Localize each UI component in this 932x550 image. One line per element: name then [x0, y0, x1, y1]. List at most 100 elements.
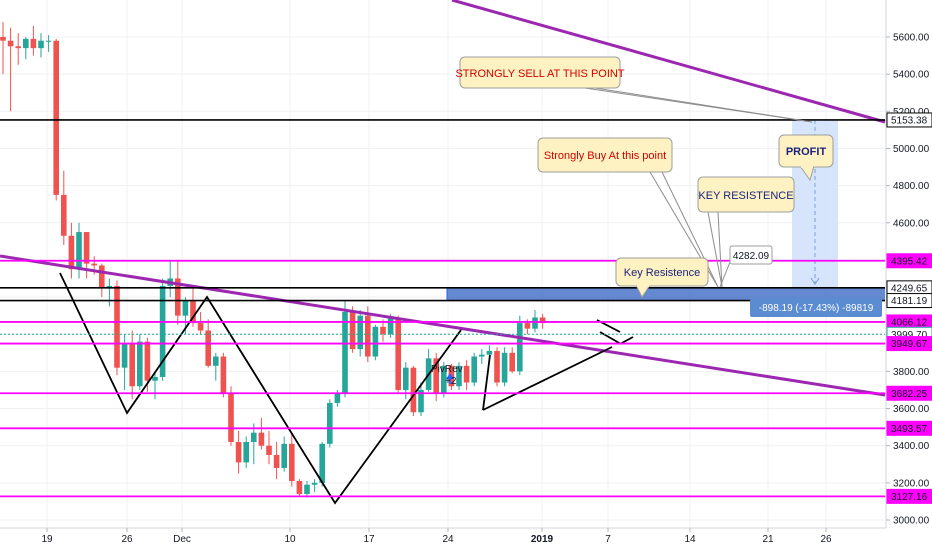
x-tick-label: 17 [363, 534, 375, 545]
price-level-tag-text: 3949.67 [891, 339, 928, 350]
price-level-tag-text: 3493.57 [891, 424, 928, 435]
candle [99, 263, 105, 298]
price-level-tag [886, 420, 932, 436]
price-level-tag-text: 4181.19 [891, 296, 928, 307]
key-resistance-lower-callout: Key Resistence [615, 257, 709, 298]
candle [296, 479, 303, 496]
y-tick-label: 5400.00 [893, 70, 930, 81]
flag-lower-line [599, 331, 622, 345]
x-tick-label: 26 [820, 534, 832, 545]
y-tick-label: 3800.00 [893, 367, 930, 378]
x-tick-label: 26 [121, 534, 133, 545]
candle [395, 315, 401, 394]
candle [372, 324, 379, 361]
candle [517, 315, 523, 376]
sell-callout-text: STRONGLY SELL AT THIS POINT [455, 68, 624, 80]
candle [235, 430, 242, 474]
candles [0, 22, 546, 498]
candle [509, 347, 515, 374]
candle [380, 319, 386, 342]
price-level-tag [886, 253, 932, 269]
candle [137, 334, 143, 390]
price-level-tag-text: 4066.12 [891, 317, 928, 328]
candle [311, 479, 318, 493]
x-tick-label: 14 [684, 534, 696, 545]
candle [319, 441, 325, 487]
key-resistance-upper-callout: KEY RESISTENCE [697, 176, 795, 288]
x-tick-label: 21 [762, 534, 774, 545]
x-tick-label: 7 [605, 534, 611, 545]
candle [129, 330, 135, 400]
y-tick-label: 4800.00 [893, 181, 930, 192]
measure-label: -898.19 (-17.43%) -89819 [750, 298, 882, 317]
candle [281, 436, 287, 472]
y-tick-label: 4600.00 [893, 218, 930, 229]
x-tick-label: 2019 [531, 534, 554, 545]
candle [456, 362, 462, 390]
price-level-tag-text: 3682.25 [891, 389, 928, 400]
candle [357, 310, 363, 357]
price-level-tag [886, 488, 932, 504]
price-level-tag-text: 3127.16 [891, 492, 928, 503]
y-tick-label: 3600.00 [893, 404, 930, 415]
candle [114, 280, 120, 376]
candle [463, 360, 470, 390]
price-level-tag-text: 4249.65 [891, 283, 928, 294]
measure-label-text: -898.19 (-17.43%) -89819 [759, 303, 874, 314]
candle [152, 371, 158, 400]
callouts: STRONGLY SELL AT THIS POINT Strongly Buy… [431, 56, 882, 387]
x-tick-label: 24 [442, 534, 454, 545]
candle [266, 430, 272, 465]
buy-callout-text: Strongly Buy At this point [544, 150, 666, 162]
y-tick-label: 3000.00 [893, 516, 930, 527]
lower-trendline [0, 254, 886, 397]
candle [471, 352, 477, 387]
candle [289, 432, 295, 487]
candle [159, 278, 166, 381]
wedge-lower-line [482, 346, 613, 411]
candle [190, 287, 196, 327]
pivot-sub-text: +2 [445, 376, 457, 387]
x-tick-label: 10 [284, 534, 296, 545]
upper-trendline [451, 0, 886, 124]
candle [30, 25, 37, 56]
candle [243, 436, 249, 468]
candle [7, 27, 14, 112]
price-level-tag-text: 4395.42 [891, 256, 928, 267]
y-tick-label: 5600.00 [893, 33, 930, 44]
pivot-label: PivRev +2 [431, 364, 463, 387]
price-level-tag [886, 385, 932, 401]
candle [441, 362, 447, 398]
profit-callout: PROFIT [778, 134, 834, 182]
zigzag-pattern [59, 272, 462, 505]
candle [213, 352, 219, 381]
y-tick-label: 3200.00 [893, 478, 930, 489]
y-tick-label: 3400.00 [893, 441, 930, 452]
candle [68, 222, 75, 279]
price-level-tag [886, 112, 932, 128]
candle [175, 259, 181, 325]
key-resistance-upper-text: KEY RESISTENCE [698, 190, 793, 202]
candle [494, 347, 500, 387]
price-level-tag-text: 5153.38 [891, 115, 928, 126]
pivot-label-text: PivRev [431, 364, 463, 375]
candle [251, 423, 257, 465]
drawings [0, 0, 886, 505]
candle [365, 306, 371, 363]
x-tick-label: Dec [173, 534, 191, 545]
buy-callout: Strongly Buy At this point [537, 137, 719, 288]
candle [15, 33, 21, 65]
candle [501, 347, 508, 387]
candle [410, 365, 417, 416]
y-tick-label: 5000.00 [893, 144, 930, 155]
small-price-label: 4282.09 [719, 245, 773, 288]
candle [45, 35, 52, 52]
candle [61, 170, 67, 246]
candle [327, 399, 333, 448]
candle [258, 417, 265, 450]
sell-callout: STRONGLY SELL AT THIS POINT [455, 56, 813, 123]
candle [304, 480, 310, 498]
